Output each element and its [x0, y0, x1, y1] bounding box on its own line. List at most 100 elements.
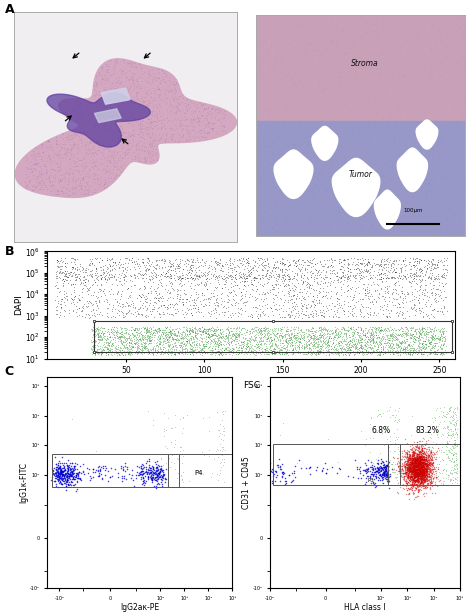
Point: [283, 346, 290, 356]
Point: [304, 64, 312, 74]
Point: [382, 153, 390, 163]
Point: [411, 455, 419, 465]
Point: [357, 46, 365, 56]
Point: [317, 216, 325, 226]
Point: [181, 340, 189, 349]
Point: [388, 258, 396, 268]
Point: [265, 328, 273, 338]
Point: [268, 96, 276, 105]
Point: [319, 30, 326, 40]
Point: [355, 159, 363, 169]
Point: [349, 28, 357, 38]
Point: [347, 68, 355, 78]
Point: [417, 473, 425, 483]
Point: [434, 333, 441, 343]
Point: [337, 54, 344, 64]
Polygon shape: [397, 148, 428, 192]
Point: [161, 322, 168, 332]
Point: [406, 328, 413, 338]
Point: [255, 342, 262, 352]
Point: [361, 132, 368, 142]
Point: [61, 97, 68, 107]
Point: [418, 478, 425, 488]
Point: [179, 128, 186, 137]
Point: [435, 209, 443, 219]
Point: [418, 447, 425, 457]
Point: [280, 212, 288, 222]
Point: [151, 330, 158, 340]
Point: [103, 136, 111, 146]
Point: [312, 211, 319, 221]
Point: [136, 142, 143, 151]
Point: [304, 325, 311, 335]
Point: [239, 259, 247, 269]
Point: [417, 445, 425, 455]
Point: [263, 61, 271, 70]
Point: [443, 178, 451, 188]
Point: [278, 332, 286, 341]
Point: [374, 322, 382, 332]
Point: [409, 182, 417, 192]
Point: [239, 333, 246, 343]
Point: [263, 161, 270, 171]
Point: [299, 280, 306, 289]
Point: [164, 89, 171, 99]
Point: [377, 338, 384, 348]
Point: [423, 256, 430, 265]
Point: [192, 117, 200, 127]
Point: [412, 265, 420, 275]
Point: [404, 466, 412, 476]
Point: [365, 66, 372, 76]
Point: [209, 132, 216, 142]
Point: [426, 471, 434, 481]
Point: [369, 169, 377, 179]
Point: [188, 265, 195, 275]
Point: [308, 201, 315, 211]
Point: [238, 343, 246, 352]
Point: [255, 120, 262, 130]
Point: [358, 122, 366, 132]
Point: [105, 270, 112, 280]
Point: [387, 211, 394, 221]
Point: [365, 471, 372, 481]
Point: [129, 341, 137, 351]
Point: [411, 84, 419, 94]
Point: [416, 455, 423, 465]
Point: [297, 156, 305, 166]
Point: [419, 467, 427, 477]
Point: [411, 447, 419, 457]
Point: [99, 166, 107, 176]
Point: [334, 66, 341, 75]
Point: [265, 335, 273, 345]
Point: [404, 459, 411, 469]
Point: [428, 59, 436, 69]
Point: [30, 159, 37, 169]
Point: [63, 477, 71, 487]
Point: [410, 466, 417, 476]
Point: [99, 341, 106, 351]
Point: [62, 273, 69, 283]
Point: [156, 344, 164, 354]
Point: [313, 58, 321, 68]
Point: [310, 145, 318, 155]
Point: [99, 462, 107, 471]
Point: [149, 329, 157, 338]
Point: [447, 224, 454, 234]
Point: [389, 82, 396, 92]
Point: [342, 174, 350, 184]
Point: [280, 218, 288, 227]
Point: [417, 471, 425, 481]
Point: [310, 308, 317, 318]
Point: [152, 111, 160, 121]
Point: [274, 107, 282, 116]
Point: [110, 89, 118, 99]
Point: [385, 167, 392, 177]
Point: [353, 263, 360, 273]
Point: [237, 336, 245, 346]
Point: [418, 460, 425, 470]
Point: [315, 333, 322, 343]
Point: [438, 343, 446, 353]
Point: [372, 123, 379, 133]
Point: [323, 205, 330, 215]
Point: [273, 74, 281, 83]
